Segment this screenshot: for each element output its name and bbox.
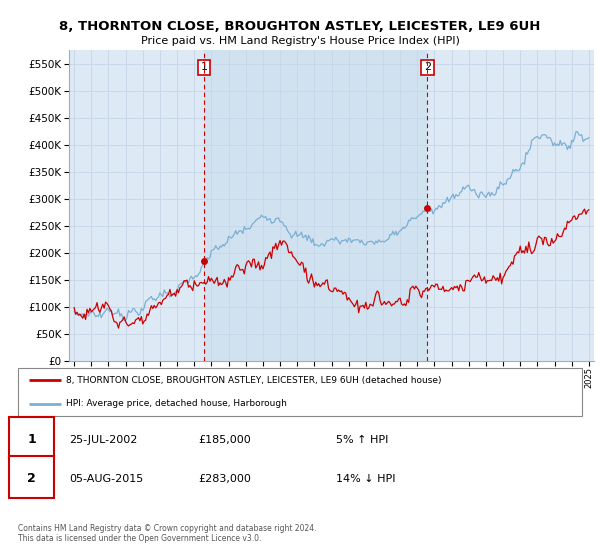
Bar <box>204 50 427 361</box>
Text: Price paid vs. HM Land Registry's House Price Index (HPI): Price paid vs. HM Land Registry's House … <box>140 36 460 46</box>
Text: Contains HM Land Registry data © Crown copyright and database right 2024.
This d: Contains HM Land Registry data © Crown c… <box>18 524 317 543</box>
Text: 1: 1 <box>27 433 36 446</box>
Text: 25-JUL-2002: 25-JUL-2002 <box>69 435 137 445</box>
Text: £185,000: £185,000 <box>198 435 251 445</box>
Text: £283,000: £283,000 <box>198 474 251 484</box>
Text: 8, THORNTON CLOSE, BROUGHTON ASTLEY, LEICESTER, LE9 6UH: 8, THORNTON CLOSE, BROUGHTON ASTLEY, LEI… <box>59 20 541 32</box>
FancyBboxPatch shape <box>18 368 582 416</box>
Text: 05-AUG-2015: 05-AUG-2015 <box>69 474 143 484</box>
Text: HPI: Average price, detached house, Harborough: HPI: Average price, detached house, Harb… <box>66 399 287 408</box>
Text: 5% ↑ HPI: 5% ↑ HPI <box>336 435 388 445</box>
Text: 8, THORNTON CLOSE, BROUGHTON ASTLEY, LEICESTER, LE9 6UH (detached house): 8, THORNTON CLOSE, BROUGHTON ASTLEY, LEI… <box>66 376 442 385</box>
Text: 2: 2 <box>424 63 431 72</box>
Text: 14% ↓ HPI: 14% ↓ HPI <box>336 474 395 484</box>
Text: 2: 2 <box>27 472 36 486</box>
Text: 1: 1 <box>200 63 208 72</box>
